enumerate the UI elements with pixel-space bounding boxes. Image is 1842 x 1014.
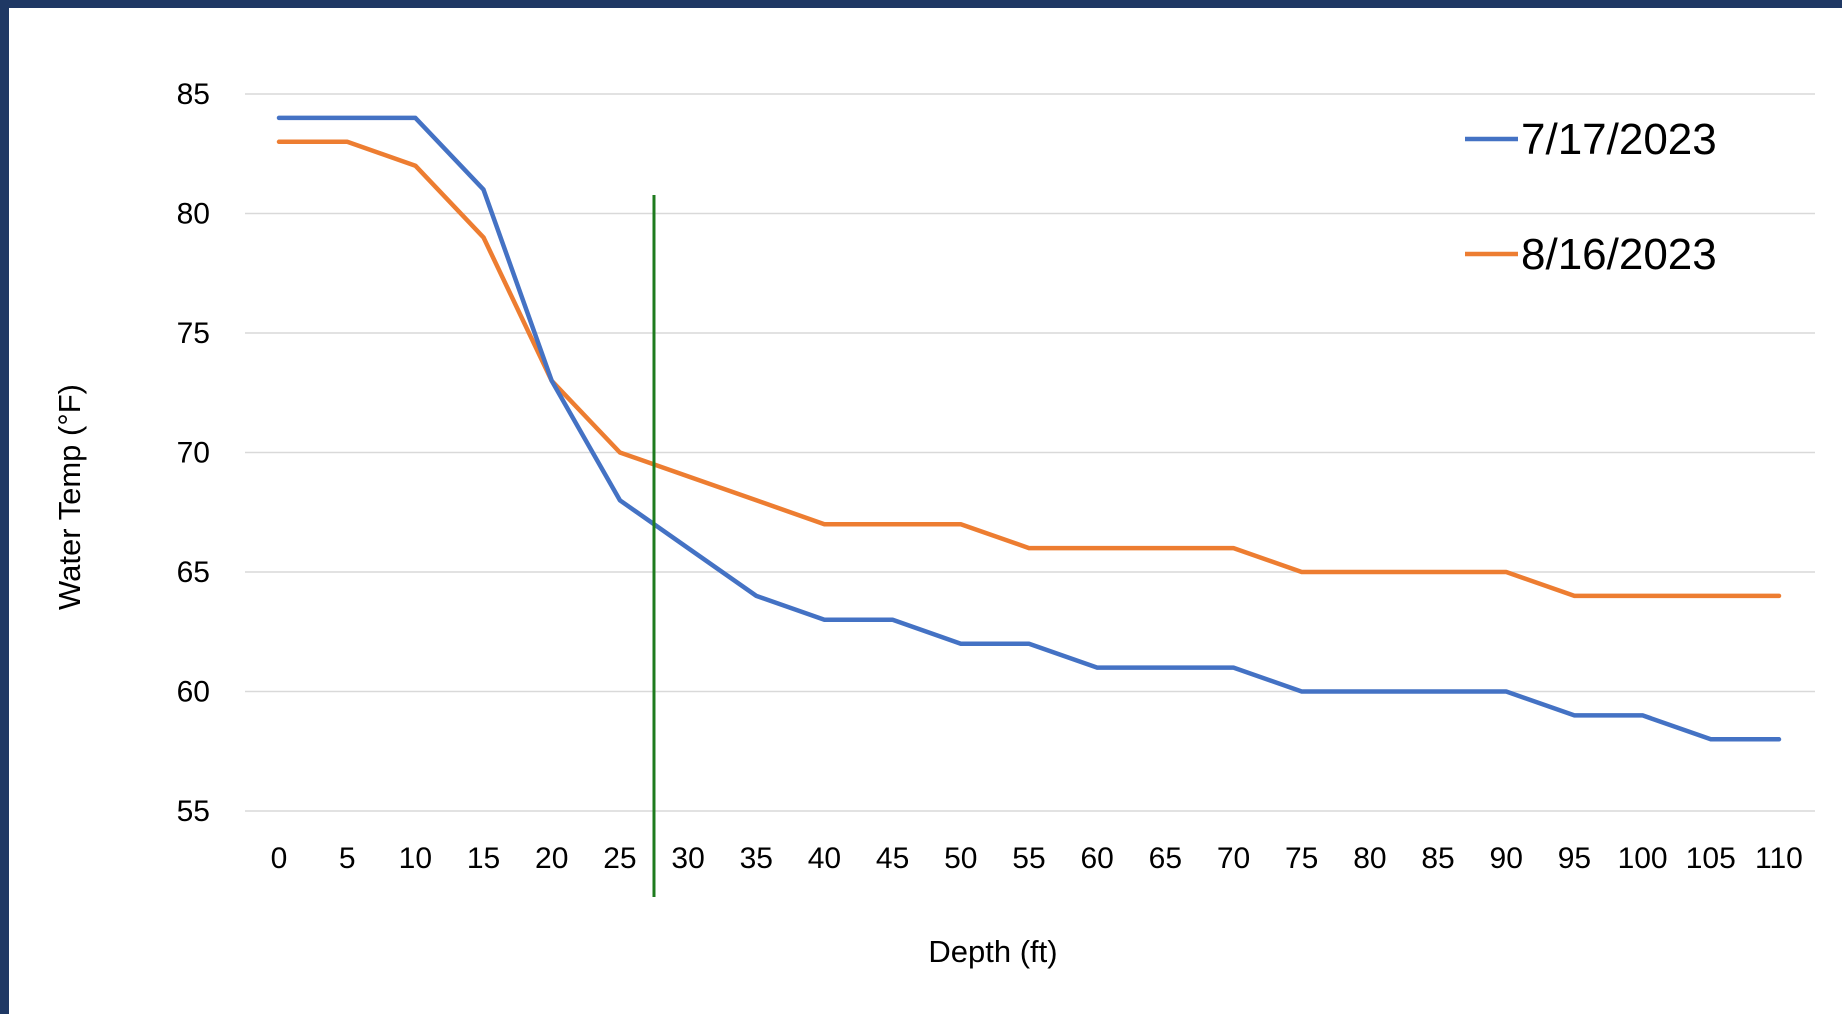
x-axis-title: Depth (ft) <box>928 934 1057 969</box>
y-tick-label: 70 <box>177 437 210 470</box>
y-tick-label: 80 <box>177 198 210 231</box>
series-line <box>276 115 1782 742</box>
x-tick-label: 10 <box>399 842 432 875</box>
legend-label: 8/16/2023 <box>1521 230 1717 279</box>
x-tick-label: 0 <box>271 842 288 875</box>
x-tick-label: 95 <box>1558 842 1591 875</box>
x-axis-tick-labels: 0 5 10 15 20 25 30 35 40 45 50 55 60 65 70 75 80 85 90 95 10… <box>271 842 1803 875</box>
x-tick-label: 105 <box>1686 842 1736 875</box>
x-tick-label: 85 <box>1421 842 1454 875</box>
x-tick-label: 100 <box>1618 842 1668 875</box>
x-tick-label: 90 <box>1490 842 1523 875</box>
y-tick-label: 55 <box>177 795 210 828</box>
gridlines <box>245 93 1815 812</box>
legend-label: 7/17/2023 <box>1521 115 1717 164</box>
x-tick-label: 20 <box>535 842 568 875</box>
x-tick-label: 40 <box>808 842 841 875</box>
x-tick-label: 30 <box>671 842 704 875</box>
y-tick-label: 65 <box>177 556 210 589</box>
y-tick-label: 75 <box>177 317 210 350</box>
x-tick-label: 5 <box>339 842 356 875</box>
x-tick-label: 65 <box>1149 842 1182 875</box>
series-lines <box>276 115 1782 742</box>
x-tick-label: 15 <box>467 842 500 875</box>
x-tick-label: 60 <box>1080 842 1113 875</box>
y-axis-tick-labels: 55 60 65 70 75 80 85 <box>177 78 210 828</box>
series-line <box>276 139 1782 599</box>
x-tick-label: 110 <box>1755 842 1803 875</box>
x-tick-label: 70 <box>1217 842 1250 875</box>
x-tick-label: 25 <box>603 842 636 875</box>
y-tick-label: 60 <box>177 676 210 709</box>
chart-panel <box>9 8 1842 1014</box>
x-tick-label: 45 <box>876 842 909 875</box>
x-tick-label: 50 <box>944 842 977 875</box>
y-tick-label: 85 <box>177 78 210 111</box>
y-axis-title: Water Temp (°F) <box>52 384 87 610</box>
x-tick-label: 55 <box>1012 842 1045 875</box>
x-tick-label: 75 <box>1285 842 1318 875</box>
x-tick-label: 80 <box>1353 842 1386 875</box>
x-tick-label: 35 <box>740 842 773 875</box>
legend: 7/17/2023 8/16/2023 <box>1465 115 1717 279</box>
